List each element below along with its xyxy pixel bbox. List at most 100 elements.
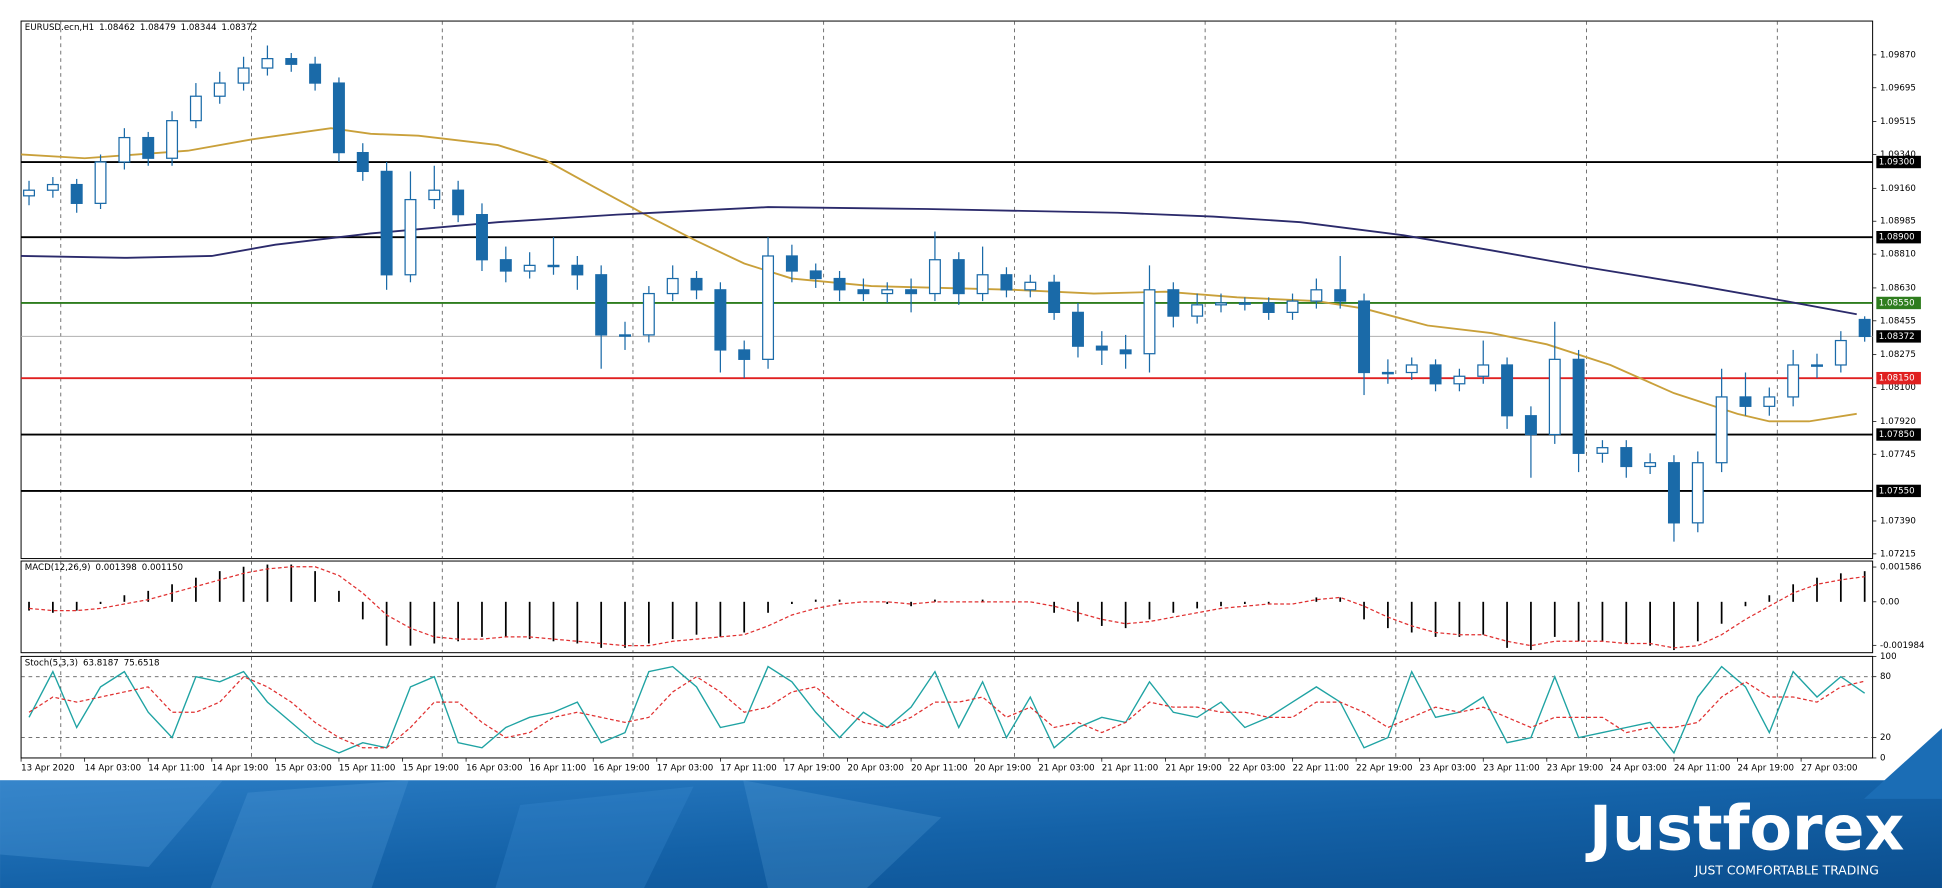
candle-body: [94, 161, 107, 204]
candle-body: [785, 255, 798, 272]
candle-body: [1834, 339, 1847, 366]
candle-body: [1715, 396, 1728, 464]
brand-tagline: JUST COMFORTABLE TRADING: [1694, 863, 1879, 877]
candle-body: [571, 264, 584, 276]
current-price-label: 1.08372: [1879, 332, 1915, 342]
y-tick-label: 0.001586: [1880, 563, 1921, 573]
x-tick-label: 20 Apr 11:00: [911, 763, 967, 773]
x-tick-label: 16 Apr 03:00: [466, 763, 522, 773]
candle-body: [1596, 447, 1609, 454]
candle-body: [833, 277, 846, 291]
moving-average: [21, 206, 1857, 316]
header-value: 63.8187: [83, 658, 119, 668]
candle-body: [762, 255, 775, 360]
candle-body: [1286, 300, 1299, 313]
header-value: 1.08479: [140, 23, 176, 33]
moving-average: [21, 127, 1857, 423]
panel-title: MACD(12,26,9): [25, 563, 91, 573]
x-tick-label: 15 Apr 11:00: [339, 763, 395, 773]
candle-body: [547, 264, 560, 268]
candle-body: [46, 183, 59, 191]
candle-body: [1358, 300, 1371, 374]
candle-body: [499, 259, 512, 272]
candle-body: [1620, 447, 1633, 468]
level-label: 1.08150: [1879, 374, 1915, 384]
y-tick-label: 0: [1880, 753, 1886, 763]
candle-body: [1334, 289, 1347, 302]
header-value: 1.08372: [221, 23, 257, 33]
y-tick-label: 80: [1880, 672, 1891, 682]
candle-body: [1477, 364, 1490, 377]
level-label-box: [1876, 230, 1921, 244]
y-tick-label: 1.09695: [1880, 83, 1916, 93]
candle-body: [738, 349, 751, 360]
candle-body: [1691, 462, 1704, 524]
candle-body: [952, 259, 965, 295]
x-tick-label: 20 Apr 03:00: [848, 763, 904, 773]
candle-body: [1310, 289, 1323, 302]
candle-body: [976, 274, 989, 295]
stoch-line: [28, 665, 1866, 755]
candle-body: [642, 292, 655, 336]
candle-body: [809, 270, 822, 280]
y-tick-label: 1.09340: [1880, 150, 1916, 160]
panel-frame: [20, 560, 1874, 654]
candle-body: [118, 136, 131, 163]
panel-header: Stoch(5,3,3) 63.8187 75.6518: [25, 658, 160, 668]
level-label-box: [1876, 484, 1921, 498]
x-tick-label: 17 Apr 19:00: [784, 763, 840, 773]
y-tick-label: 1.08275: [1880, 350, 1916, 360]
candle-body: [881, 289, 894, 295]
level-label: 1.09300: [1879, 158, 1915, 168]
x-tick-label: 23 Apr 19:00: [1547, 763, 1603, 773]
candle-body: [1167, 289, 1180, 317]
x-tick-label: 17 Apr 03:00: [657, 763, 713, 773]
level-label-box: [1876, 296, 1921, 310]
stoch-line: [28, 675, 1865, 749]
candle-body: [1262, 302, 1275, 313]
y-tick-label: 20: [1880, 733, 1891, 743]
candle-body: [166, 120, 179, 159]
y-tick-label: 1.09160: [1880, 184, 1916, 194]
candle-body: [1191, 304, 1204, 317]
candle-body: [380, 170, 393, 276]
header-value: 1.08462: [99, 23, 135, 33]
candle-body: [1453, 375, 1466, 385]
x-tick-label: 14 Apr 19:00: [212, 763, 268, 773]
candle-body: [1739, 396, 1752, 407]
candle-body: [142, 136, 155, 159]
candle-body: [1119, 349, 1132, 355]
y-tick-label: 1.08810: [1880, 250, 1916, 260]
plot-area: 1.09870 1.09695 1.09515 1.09340 1.09160 1.089…: [20, 20, 1925, 773]
x-tick-label: 13 Apr 2020: [21, 763, 75, 773]
candle-body: [1548, 358, 1561, 436]
y-tick-label: 1.07215: [1880, 549, 1916, 559]
x-tick-label: 20 Apr 19:00: [975, 763, 1031, 773]
x-tick-label: 15 Apr 03:00: [275, 763, 331, 773]
candle-body: [857, 289, 870, 295]
header-value: 0.001398: [95, 563, 136, 573]
x-tick-label: 22 Apr 03:00: [1229, 763, 1285, 773]
candle-body: [332, 82, 345, 154]
candle-body: [1501, 364, 1514, 417]
level-label: 1.07850: [1879, 430, 1915, 440]
header-value: 1.08344: [181, 23, 217, 33]
x-tick-label: 14 Apr 03:00: [85, 763, 141, 773]
y-tick-label: 1.08630: [1880, 283, 1916, 293]
panel-title: Stoch(5,3,3): [25, 658, 78, 668]
banner-corner: [1863, 728, 1942, 799]
y-tick-label: 100: [1880, 652, 1897, 662]
banner-shape: [743, 780, 942, 888]
candle-body: [404, 198, 417, 276]
level-label: 1.08550: [1879, 298, 1915, 308]
candle-body: [595, 274, 608, 336]
x-tick-label: 22 Apr 11:00: [1293, 763, 1349, 773]
banner-shape: [210, 780, 409, 888]
x-tick-label: 21 Apr 19:00: [1165, 763, 1221, 773]
candle-body: [452, 189, 465, 216]
x-tick-label: 23 Apr 03:00: [1420, 763, 1476, 773]
x-tick-label: 16 Apr 19:00: [593, 763, 649, 773]
candle-body: [619, 334, 631, 337]
candle-body: [1143, 289, 1156, 355]
